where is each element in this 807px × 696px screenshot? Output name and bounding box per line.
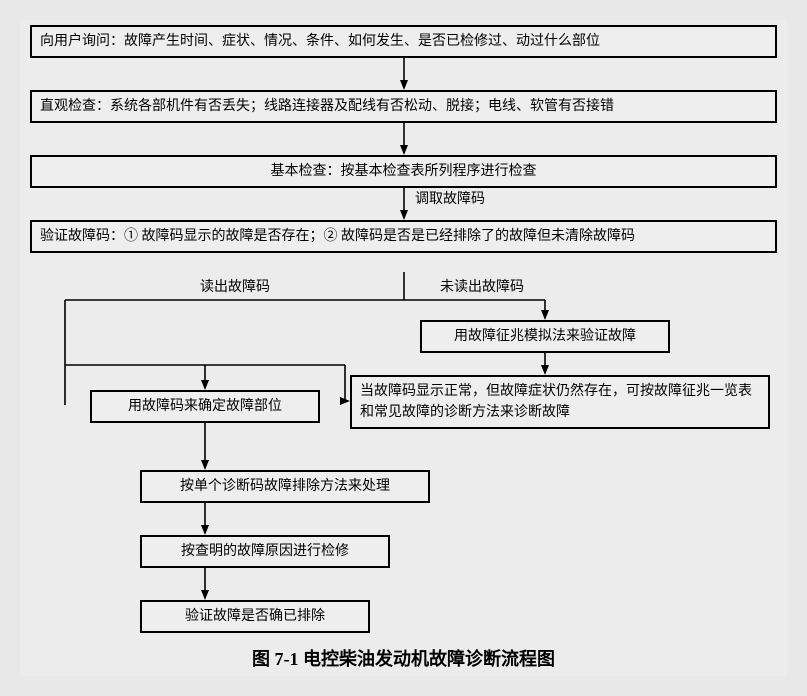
box-text: 用故障码来确定故障部位 [128,399,282,414]
box-normal-code-but-symptom: 当故障码显示正常，但故障症状仍然存在，可按故障征兆一览表和常见故障的诊断方法来诊… [350,375,770,429]
box-visual-inspect: 直观检查：系统各部机件有否丢失；线路连接器及配线有否松动、脱接；电线、软管有否接… [30,90,777,123]
box-text: 基本检查：按基本检查表所列程序进行检查 [271,164,537,179]
box-verify-fixed: 验证故障是否确已排除 [140,600,370,633]
box-locate-by-code: 用故障码来确定故障部位 [90,390,320,423]
figure-caption: 图 7-1 电控柴油发动机故障诊断流程图 [20,645,787,671]
box-basic-check: 基本检查：按基本检查表所列程序进行检查 [30,155,777,188]
box-text: 验证故障是否确已排除 [185,609,325,624]
box-handle-single-code: 按单个诊断码故障排除方法来处理 [140,470,430,503]
box-text: 用故障征兆模拟法来验证故障 [454,329,636,344]
label-fetch-code: 调取故障码 [415,190,485,210]
flowchart-canvas: 向用户询问：故障产生时间、症状、情况、条件、如何发生、是否已检修过、动过什么部位… [20,20,787,676]
box-verify-code: 验证故障码：① 故障码显示的故障是否存在；② 故障码是否是已经排除了的故障但未清… [30,220,777,253]
box-text: 按单个诊断码故障排除方法来处理 [180,479,390,494]
box-text: 验证故障码：① 故障码显示的故障是否存在；② 故障码是否是已经排除了的故障但未清… [40,229,635,244]
box-text: 直观检查：系统各部机件有否丢失；线路连接器及配线有否松动、脱接；电线、软管有否接… [40,99,614,114]
label-read-code: 读出故障码 [200,278,270,298]
box-symptom-sim: 用故障征兆模拟法来验证故障 [420,320,670,353]
label-not-read-code: 未读出故障码 [440,278,524,298]
box-repair-cause: 按查明的故障原因进行检修 [140,535,390,568]
box-ask-user: 向用户询问：故障产生时间、症状、情况、条件、如何发生、是否已检修过、动过什么部位 [30,25,777,58]
box-text: 当故障码显示正常，但故障症状仍然存在，可按故障征兆一览表和常见故障的诊断方法来诊… [360,384,752,420]
box-text: 按查明的故障原因进行检修 [181,544,349,559]
box-text: 向用户询问：故障产生时间、症状、情况、条件、如何发生、是否已检修过、动过什么部位 [40,34,600,49]
